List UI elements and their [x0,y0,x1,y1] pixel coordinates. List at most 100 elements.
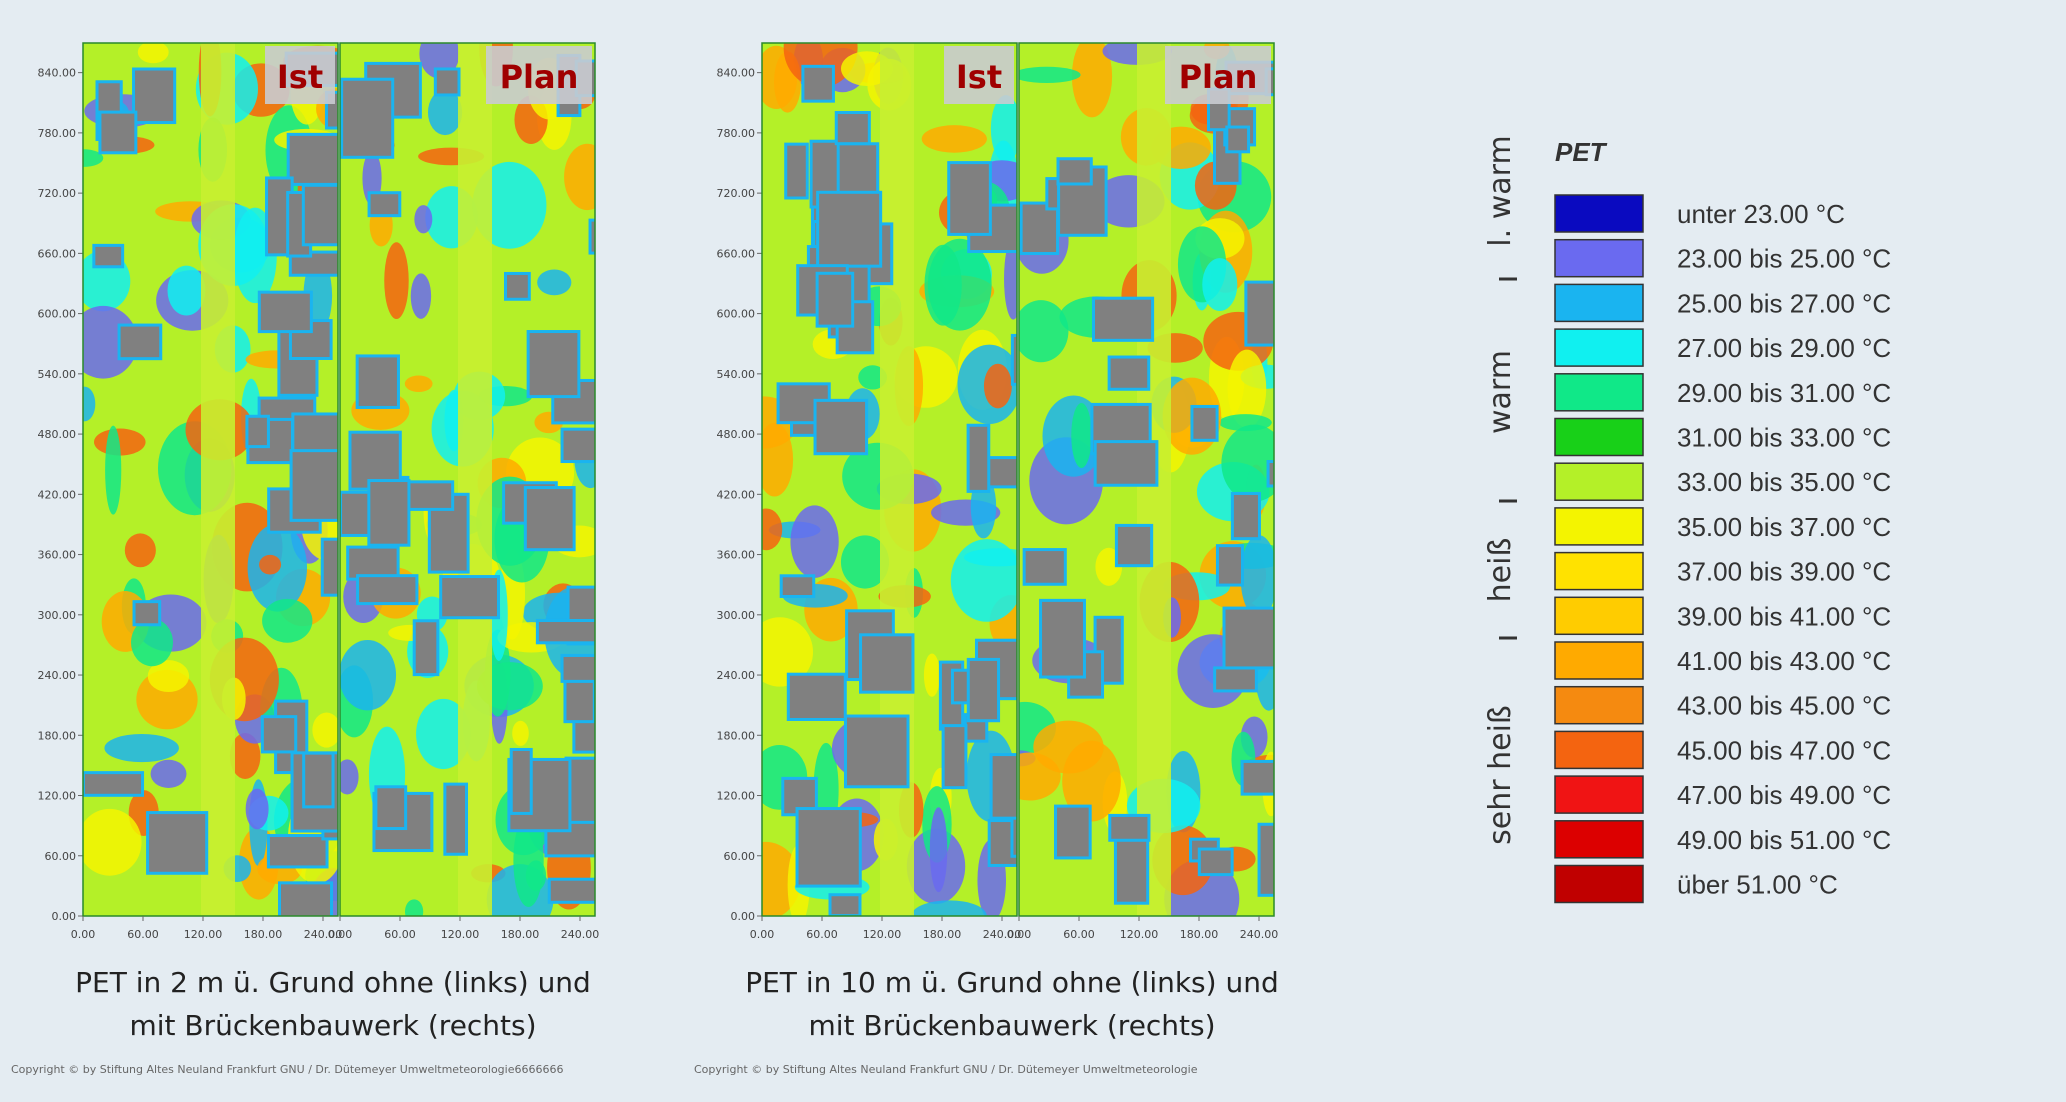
legend-label: 25.00 bis 27.00 °C [1677,288,1891,318]
x-tick-label: 180.00 [1180,928,1219,941]
building [358,576,417,604]
building [788,674,845,719]
legend-label: unter 23.00 °C [1677,199,1845,229]
building [1021,203,1057,253]
legend-group: sehr heiß [1483,705,1518,845]
map-label: Ist [277,58,323,96]
building [1041,600,1085,677]
thermal-zone [104,734,178,762]
thermal-zone [1013,300,1068,362]
legend-label: 39.00 bis 41.00 °C [1677,601,1891,631]
legend-label: 23.00 bis 25.00 °C [1677,244,1891,274]
legend-label: 29.00 bis 31.00 °C [1677,378,1891,408]
thermal-zone [924,654,940,697]
building [830,895,860,916]
building [1110,815,1149,840]
building [537,620,600,642]
x-tick-label: 180.00 [501,928,540,941]
building [357,356,398,408]
y-tick-label: 540.00 [38,368,77,381]
legend-label: 33.00 bis 35.00 °C [1677,467,1891,497]
legend-swatch [1555,642,1643,679]
slide: 0.00 60.00 120.00 180.00 240.00 300.00 360.00 4… [0,0,2066,1102]
x-tick-label: 0.00 [328,928,353,941]
legend-swatch [1555,329,1643,366]
legend-label: 45.00 bis 47.00 °C [1677,735,1891,765]
legend-label: 49.00 bis 51.00 °C [1677,825,1891,855]
building [861,635,913,692]
legend-label: 35.00 bis 37.00 °C [1677,512,1891,542]
building [797,809,860,887]
copyright: Copyright © by Stiftung Altes Neuland Fr… [11,1063,563,1076]
building [1094,298,1153,340]
building [506,273,530,299]
x-tick-label: 240.00 [561,928,600,941]
y-tick-label: 60.00 [724,850,756,863]
building [376,787,406,829]
thermal-zone [1071,403,1091,468]
y-tick-label: 300.00 [38,609,77,622]
building [1024,550,1065,585]
thermal-zone [512,721,529,746]
building [247,416,268,446]
building [1192,406,1217,440]
map-label: Ist [956,58,1002,96]
thermal-zone [151,760,187,788]
building [100,112,136,153]
map-layer [313,10,637,935]
map-image [313,10,637,935]
thermal-zone [259,555,281,575]
x-tick-label: 120.00 [441,928,480,941]
building [134,69,175,123]
building [1056,806,1091,858]
legend-label: 47.00 bis 49.00 °C [1677,780,1891,810]
x-tick-label: 120.00 [863,928,902,941]
legend-group: warm [1483,350,1518,434]
building [815,400,867,453]
y-tick-label: 120.00 [717,790,756,803]
y-tick-label: 360.00 [38,549,77,562]
x-tick-label: 60.00 [127,928,159,941]
caption: mit Brückenbauwerk (rechts) [129,1009,536,1042]
y-tick-label: 300.00 [717,609,756,622]
building [369,481,409,546]
legend-swatch [1555,240,1643,277]
thermal-zone [1033,721,1103,774]
building [528,332,579,397]
building [369,193,400,216]
building [83,773,142,796]
y-tick-label: 720.00 [717,187,756,200]
y-tick-label: 540.00 [717,368,756,381]
x-tick-label: 60.00 [1063,928,1095,941]
building [565,679,594,721]
thermal-zone [1202,258,1237,311]
building [304,753,333,807]
caption: PET in 2 m ü. Grund ohne (links) und [75,966,591,999]
y-tick-label: 840.00 [38,67,77,80]
building [94,245,123,266]
x-tick-label: 0.00 [71,928,96,941]
thermal-zone [930,807,947,892]
x-tick-label: 120.00 [184,928,223,941]
legend-swatch [1555,731,1643,768]
y-tick-label: 240.00 [717,669,756,682]
building [445,784,467,854]
thermal-zone [414,205,432,233]
building [1095,442,1157,486]
y-tick-label: 120.00 [38,790,77,803]
building [268,836,327,867]
building [1227,127,1249,152]
building [441,577,499,618]
thermal-zone [246,789,269,830]
y-tick-label: 360.00 [717,549,756,562]
building [342,79,393,157]
thermal-zone [384,242,408,319]
building [1058,159,1091,184]
building [786,144,808,198]
legend-swatch [1555,821,1643,858]
building [414,621,438,675]
thermal-zone [405,375,433,392]
thermal-zone [1240,535,1277,618]
legend-swatch [1555,597,1643,634]
building [148,813,207,874]
